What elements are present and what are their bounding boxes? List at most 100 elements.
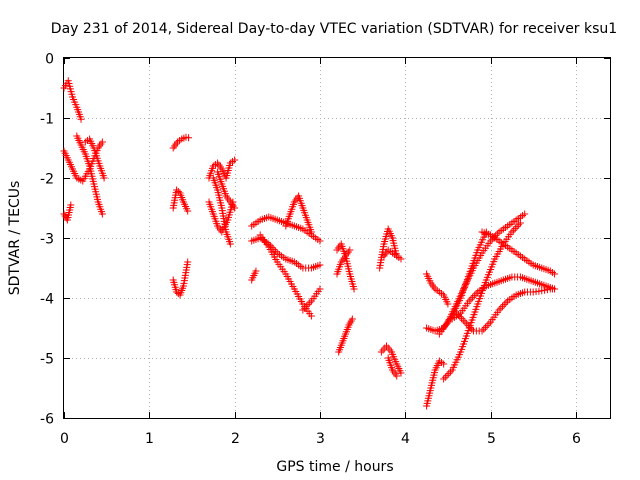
data-point (316, 261, 324, 269)
data-point (346, 246, 354, 254)
data-point (481, 323, 489, 331)
data-point (393, 372, 401, 380)
x-tick-label: 3 (316, 431, 325, 447)
data-point (307, 312, 315, 320)
data-point (541, 286, 549, 294)
data-point (499, 302, 507, 310)
data-point (458, 314, 466, 322)
data-point (468, 325, 476, 333)
x-tick-label: 2 (231, 431, 240, 447)
data-point (184, 207, 192, 215)
data-point (502, 299, 510, 307)
data-point (231, 204, 239, 212)
data-point (456, 313, 464, 321)
x-tick-label: 6 (572, 431, 581, 447)
data-point (495, 306, 503, 314)
x-tick-label: 5 (487, 431, 496, 447)
data-point (483, 322, 491, 330)
data-point (461, 318, 469, 326)
data-point (67, 201, 75, 209)
data-point (538, 287, 546, 295)
data-point (463, 320, 471, 328)
data-point (511, 224, 519, 232)
data-point (480, 325, 488, 333)
data-point (252, 267, 260, 275)
data-point (231, 156, 239, 164)
data-point (459, 316, 467, 324)
data-point (348, 315, 356, 323)
y-tick-label: -2 (40, 172, 54, 188)
data-point (226, 240, 234, 248)
data-point (299, 306, 307, 314)
data-point (440, 375, 448, 383)
x-tick-label: 0 (60, 431, 69, 447)
y-tick-labels: 0 -1 -2 -3 -4 -5 -6 (40, 52, 54, 428)
data-point (543, 286, 551, 294)
data-point (551, 270, 559, 278)
data-point (487, 237, 495, 245)
data-point (497, 304, 505, 312)
data-point (185, 134, 193, 142)
x-tick-labels: 0 1 2 3 4 5 6 (60, 431, 581, 447)
data-point (472, 290, 480, 298)
plot-frame (63, 57, 611, 419)
data-point (304, 301, 312, 309)
data-point (470, 292, 478, 300)
data-point (173, 288, 181, 296)
data-point (397, 369, 405, 377)
data-point (469, 293, 477, 301)
x-axis-title: GPS time / hours (276, 459, 393, 475)
y-tick-label: -1 (40, 112, 54, 128)
y-axis-title: SDTVAR / TECUs (7, 181, 23, 296)
data-point (467, 295, 475, 303)
data-point (510, 226, 518, 234)
data-point (316, 285, 324, 293)
data-point (444, 300, 452, 308)
data-point (301, 304, 309, 312)
data-point (445, 370, 453, 378)
data-point (521, 210, 529, 218)
data-point (173, 186, 181, 194)
data-point (454, 311, 462, 319)
data-point (500, 301, 508, 309)
data-point (440, 360, 448, 368)
data-point (350, 285, 358, 293)
chart-title: Day 231 of 2014, Sidereal Day-to-day VTE… (51, 21, 617, 37)
grid (64, 58, 610, 418)
data-point (516, 219, 524, 227)
data-point (515, 221, 523, 229)
data-point (306, 299, 314, 307)
data-point (478, 327, 486, 335)
data-point (551, 285, 559, 293)
data-marks (60, 77, 559, 410)
data-point (98, 138, 106, 146)
data-point (184, 258, 192, 266)
data-point (465, 297, 473, 305)
data-point (302, 302, 310, 310)
data-point (100, 174, 108, 182)
y-tick-label: 0 (45, 52, 54, 68)
data-point (513, 223, 521, 231)
data-point (397, 255, 405, 263)
data-point (443, 371, 451, 379)
data-point (98, 210, 106, 218)
y-tick-label: -5 (40, 352, 54, 368)
data-point (508, 228, 516, 236)
y-tick-label: -3 (40, 232, 54, 248)
data-point (446, 368, 454, 376)
x-tick-label: 4 (401, 431, 410, 447)
data-point (174, 188, 182, 195)
x-tick-label: 1 (145, 431, 154, 447)
data-point (316, 237, 324, 245)
axis-ticks (64, 58, 610, 419)
data-point (452, 309, 460, 317)
data-point (485, 320, 493, 328)
y-tick-label: -4 (40, 292, 54, 308)
data-point (441, 373, 449, 381)
y-tick-label: -6 (40, 412, 54, 428)
data-point (464, 322, 472, 330)
data-point (307, 228, 315, 236)
data-point (466, 323, 474, 331)
data-point (77, 115, 85, 123)
